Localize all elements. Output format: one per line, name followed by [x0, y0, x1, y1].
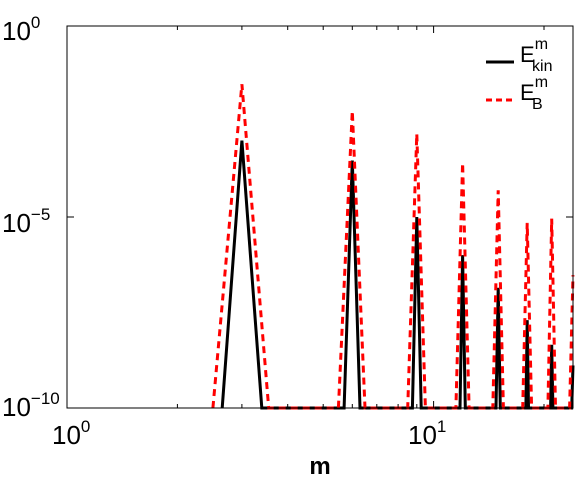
x-tick-2-exp: 1 — [437, 417, 446, 436]
x-tick-label-2: 101 — [408, 417, 446, 450]
y-tick-2-base: 10 — [2, 208, 31, 238]
y-tick-label-2: 10−5 — [2, 205, 50, 238]
x-tick-label-1: 100 — [52, 417, 90, 450]
y-tick-2-exp: −5 — [31, 205, 50, 224]
legend: Em kin Em B — [486, 36, 552, 113]
y-tick-3-exp: −10 — [31, 389, 60, 408]
y-tick-label-1: 100 — [2, 13, 40, 46]
series-line-2 — [211, 84, 575, 410]
legend-label-kin: Em kin — [520, 36, 552, 75]
series-line-1 — [220, 140, 575, 410]
x-tick-2-base: 10 — [408, 420, 437, 450]
y-tick-1-exp: 0 — [31, 13, 40, 32]
legend-label-b: Em B — [520, 74, 548, 113]
x-tick-1-base: 10 — [52, 420, 81, 450]
x-tick-1-exp: 0 — [81, 417, 90, 436]
x-axis-label: m — [309, 453, 330, 480]
y-tick-3-base: 10 — [2, 392, 31, 422]
series-layer — [211, 84, 575, 410]
tick-layer — [66, 25, 573, 409]
y-tick-label-3: 10−10 — [2, 389, 60, 422]
y-tick-1-base: 10 — [2, 16, 31, 46]
